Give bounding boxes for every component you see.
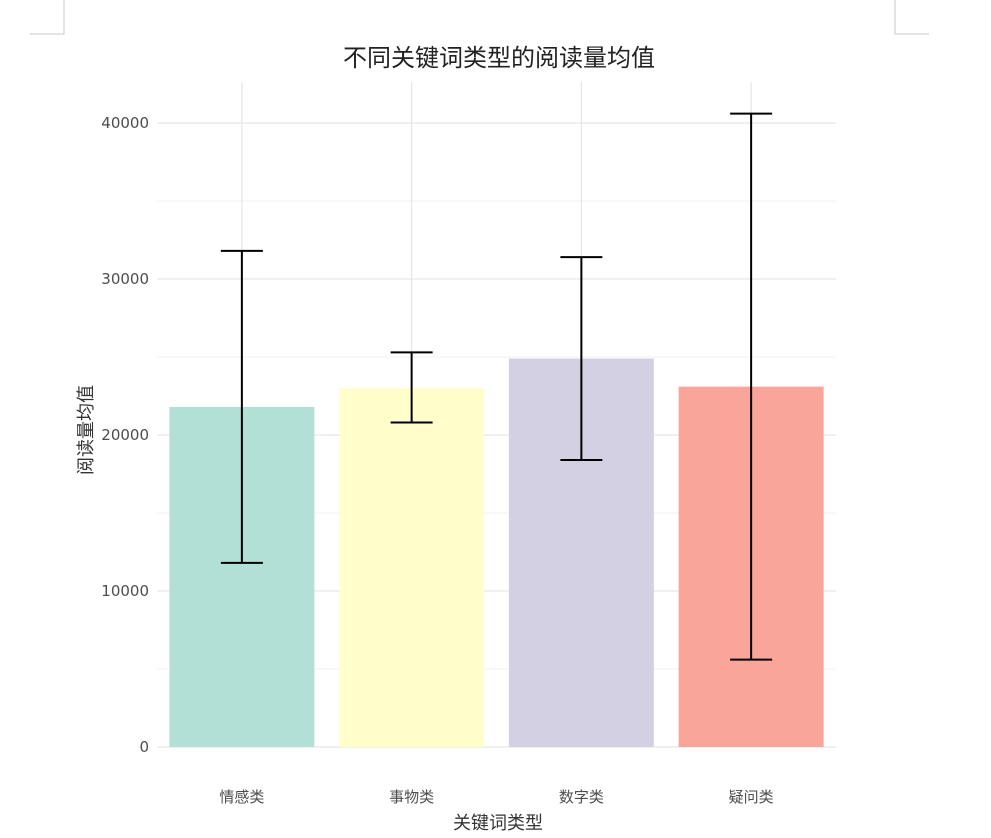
crop-marks <box>30 0 929 35</box>
chart-title: 不同关键词类型的阅读量均值 <box>343 44 655 72</box>
x-tick-label: 数字类 <box>559 788 604 806</box>
y-tick-labels: 0 10000 20000 30000 40000 <box>101 114 149 756</box>
bars <box>169 358 824 747</box>
error-bars <box>220 112 773 661</box>
error-bar <box>220 249 263 564</box>
x-tick-label: 疑问类 <box>729 788 774 806</box>
error-bar <box>730 112 773 661</box>
y-tick-label: 10000 <box>101 582 149 600</box>
y-tick-label: 40000 <box>101 114 149 132</box>
y-tick-label: 30000 <box>101 270 149 288</box>
x-tick-labels: 情感类 事物类 数字类 疑问类 <box>219 788 773 806</box>
error-bar <box>390 351 433 424</box>
x-tick-label: 情感类 <box>219 788 264 806</box>
y-axis-title: 阅读量均值 <box>76 385 97 475</box>
y-tick-label: 0 <box>139 738 149 756</box>
bar <box>339 388 485 747</box>
error-bar <box>560 256 603 461</box>
x-axis-title: 关键词类型 <box>453 813 543 834</box>
x-tick-label: 事物类 <box>389 788 434 806</box>
y-tick-label: 20000 <box>101 426 149 444</box>
